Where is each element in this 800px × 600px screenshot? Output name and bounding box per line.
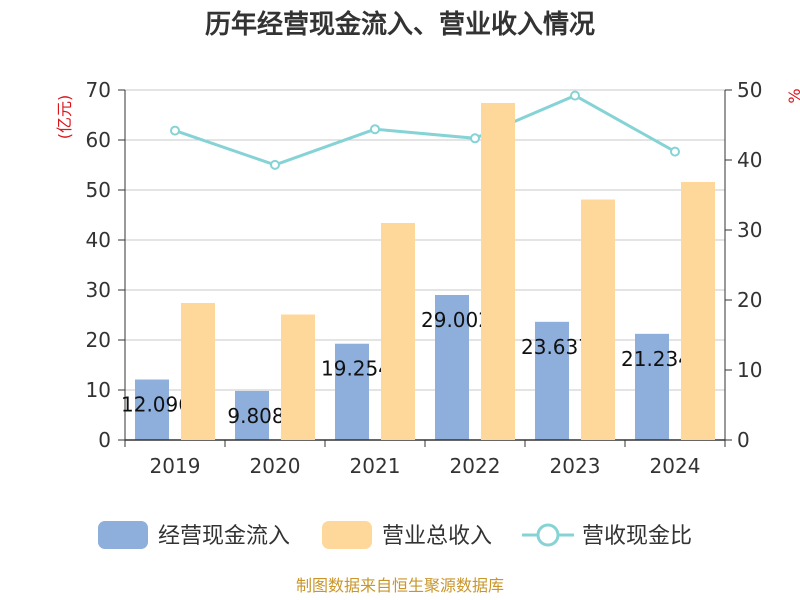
- bar-cash-inflow: [535, 321, 569, 440]
- bar-cash-inflow: [335, 343, 369, 440]
- ratio-point: [570, 90, 580, 101]
- ratio-point: [370, 124, 380, 135]
- bars-layer: [135, 103, 715, 440]
- legend-label-ratio: 营收现金比: [582, 524, 692, 549]
- data-label-cash-inflow: 19.254: [321, 357, 391, 381]
- bar-revenue-overlay: [281, 314, 315, 440]
- data-label-cash-inflow: 9.808: [227, 404, 284, 428]
- bar-cash-inflow: [235, 390, 269, 440]
- ratio-point: [270, 159, 280, 170]
- y-left-tick-label: 50: [86, 178, 111, 202]
- bar-revenue-overlay: [181, 303, 215, 440]
- bar-revenue-overlay: [581, 199, 615, 440]
- x-tick-label: 2020: [250, 454, 301, 478]
- ratio-point: [170, 125, 180, 136]
- y-left-tick-label: 40: [86, 228, 111, 252]
- y-right-tick-label: 0: [737, 428, 750, 452]
- ratio-line: [174, 93, 676, 167]
- x-tick-label: 2023: [550, 454, 601, 478]
- legend-label-cash-inflow: 经营现金流入: [158, 524, 290, 549]
- bar-cash-inflow: [635, 333, 669, 440]
- bar-cash-inflow: [135, 379, 169, 440]
- y-left-unit-label: (亿元): [55, 95, 74, 140]
- bar-cash-inflow: [435, 294, 469, 440]
- x-tick-label: 2024: [650, 454, 701, 478]
- data-label-cash-inflow: 23.637: [521, 335, 591, 359]
- bar-revenue-overlay: [681, 182, 715, 440]
- y-left-tick-label: 30: [86, 278, 111, 302]
- y-left-tick-label: 20: [86, 328, 111, 352]
- bar-revenue-overlay: [481, 103, 515, 440]
- chart-title: 历年经营现金流入、营业收入情况: [205, 9, 595, 40]
- y-left-tick-label: 70: [86, 78, 111, 102]
- y-left-tick-label: 10: [86, 378, 111, 402]
- source-note: 制图数据来自恒生聚源数据库: [296, 576, 504, 595]
- data-label-cash-inflow: 21.234: [621, 347, 691, 371]
- legend-swatch-revenue: [322, 521, 372, 549]
- x-tick-label: 2019: [150, 454, 201, 478]
- y-right-tick-label: 10: [737, 358, 762, 382]
- legend-swatch-ratio-marker: [536, 523, 560, 547]
- grid-lines: [125, 89, 725, 391]
- data-labels-layer: 12.096 9.808 19.254 29.002 23.637 21.234: [121, 103, 715, 440]
- ratio-point: [670, 146, 680, 157]
- ratio-line-layer: [170, 90, 680, 170]
- ratio-point: [470, 133, 480, 144]
- axes-layer: 0 10 20 30 40 50 60 70 0 10 20 30 40 50 2019 2020 2021 20…: [86, 78, 763, 478]
- data-label-cash-inflow: 12.096: [121, 393, 191, 417]
- bar-revenue-overlay: [381, 223, 415, 440]
- data-label-cash-inflow: 29.002: [421, 308, 491, 332]
- y-left-tick-label: 60: [86, 128, 111, 152]
- y-right-tick-label: 40: [737, 148, 762, 172]
- legend-swatch-cash-inflow: [98, 521, 148, 549]
- legend-label-revenue: 营业总收入: [382, 524, 492, 549]
- y-left-tick-label: 0: [98, 428, 111, 452]
- x-tick-label: 2022: [450, 454, 501, 478]
- legend: 经营现金流入 营业总收入 营收现金比: [98, 521, 692, 549]
- y-right-tick-label: 20: [737, 288, 762, 312]
- y-right-tick-label: 30: [737, 218, 762, 242]
- y-right-unit-label: %: [785, 88, 800, 103]
- x-tick-label: 2021: [350, 454, 401, 478]
- y-right-tick-label: 50: [737, 78, 762, 102]
